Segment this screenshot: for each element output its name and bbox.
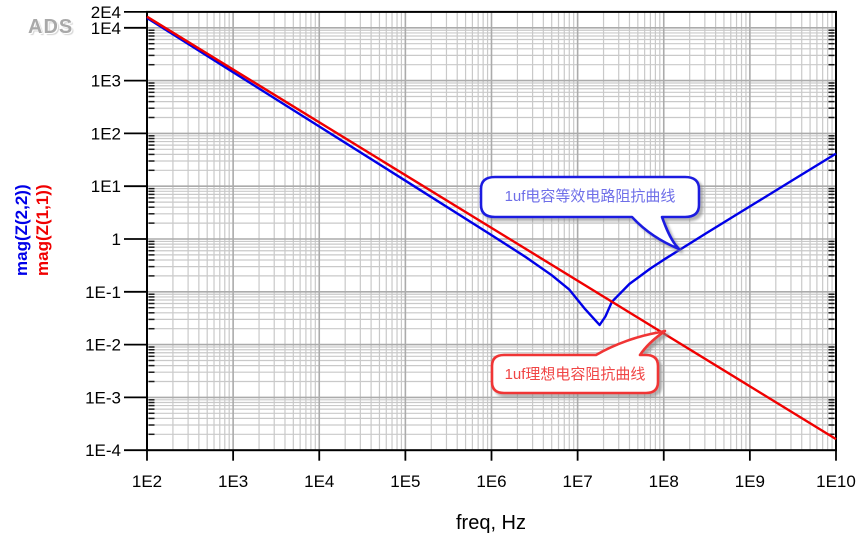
x-tick-label: 1E8 — [649, 472, 679, 491]
curve-mag-z11[interactable] — [146, 15, 837, 441]
callout-ideal-capacitor-label[interactable]: 1uf理想电容阻抗曲线 — [504, 366, 646, 383]
y-tick-label: 1E-1 — [85, 283, 121, 302]
curve-mag-z22[interactable] — [146, 16, 837, 327]
x-tick-label: 1E10 — [816, 472, 856, 491]
y-tick-label: 1E1 — [91, 177, 121, 196]
ads-logo: ADS — [28, 16, 74, 38]
x-tick-label: 1E5 — [390, 472, 420, 491]
callout-ideal-capacitor-bubble[interactable] — [490, 329, 667, 395]
y-tick-label: 1E-4 — [85, 441, 121, 460]
series-label-z11: mag(Z(1,1)) — [33, 184, 52, 276]
callout-equivalent-circuit-bubble[interactable] — [479, 175, 701, 251]
series-label-z22: mag(Z(2,2)) — [12, 184, 31, 276]
x-tick-label: 1E4 — [304, 472, 334, 491]
y-tick-label: 1E-2 — [85, 336, 121, 355]
callout-equivalent-circuit-label[interactable]: 1uf电容等效电路阻抗曲线 — [504, 188, 676, 205]
y-tick-label: 1E2 — [91, 124, 121, 143]
y-tick-label: 1E3 — [91, 72, 121, 91]
y-tick-label: 1E-3 — [85, 388, 121, 407]
minor-ticks-inner — [148, 29, 835, 436]
y-tick-label: 1 — [112, 230, 121, 249]
x-tick-label: 1E9 — [735, 472, 765, 491]
plot-border — [146, 10, 837, 452]
x-axis-title: freq, Hz — [455, 512, 527, 534]
y-tick-label: 1E4 — [91, 19, 121, 38]
x-tick-label: 1E3 — [218, 472, 248, 491]
y-tick-label: 2E4 — [91, 3, 121, 22]
x-tick-label: 1E2 — [132, 472, 162, 491]
major-ticks — [124, 11, 837, 461]
x-tick-label: 1E7 — [563, 472, 593, 491]
x-tick-label: 1E6 — [476, 472, 506, 491]
